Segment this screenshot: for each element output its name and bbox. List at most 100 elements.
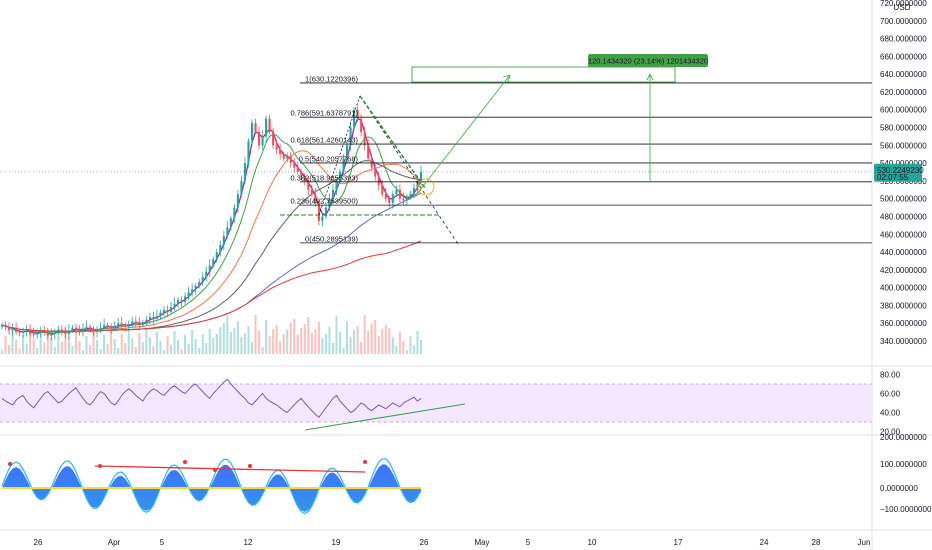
volume-bar [374, 320, 377, 354]
volume-bar [226, 316, 229, 354]
projection-arrowhead [502, 74, 511, 83]
price-tick-label: 380.0000000 [880, 301, 927, 310]
candle-body [92, 329, 95, 333]
volume-bar [412, 345, 416, 354]
price-tick-label: 720.0000000 [880, 0, 927, 8]
volume-bar [60, 342, 63, 354]
candle-body [342, 158, 345, 172]
volume-bar [162, 350, 166, 354]
candle-body [310, 189, 313, 195]
rsi-tick-label: 40.00 [880, 409, 901, 418]
volume-bar [36, 348, 39, 354]
candle-body [314, 194, 317, 204]
candle-body [32, 333, 35, 335]
date-tick-label: 5 [160, 538, 165, 547]
volume-bar [419, 340, 423, 354]
osc-tick-label: 0.0000000 [880, 484, 918, 493]
ma-fast [1, 117, 422, 335]
candle-body [356, 109, 359, 119]
price-tick-label: 460.0000000 [880, 230, 927, 239]
candle-body [289, 155, 292, 164]
candle-body [67, 330, 70, 334]
volume-bar [402, 341, 405, 354]
volume-bar [117, 348, 120, 354]
volume-bar [360, 342, 363, 354]
candle-body [99, 327, 102, 331]
volume-bar [346, 321, 349, 354]
projection-arrow [419, 74, 511, 191]
volume-bar [4, 336, 7, 354]
candle-body [145, 319, 148, 323]
price-tick-label: 400.0000000 [880, 284, 927, 293]
candle-body [169, 307, 173, 312]
fib-retracement[interactable]: 1(630.1220396) 0.786(591.6378791) 0.618(56… [290, 74, 872, 243]
date-tick-label: 12 [244, 538, 253, 547]
candle-body [331, 189, 335, 199]
candle-body [43, 330, 46, 333]
volume-bar [272, 329, 275, 354]
date-tick-label: 19 [332, 538, 341, 547]
candle-body [303, 176, 306, 181]
candle-body [166, 309, 169, 312]
candle-body [243, 163, 246, 181]
volume-bar [141, 342, 144, 354]
volume-bar [43, 343, 46, 354]
osc-tick-label: −100.0000000 [880, 505, 932, 514]
volume-bar [22, 335, 25, 354]
volume-bar [303, 324, 306, 354]
price-tick-label: 500.0000000 [880, 195, 927, 204]
volume-bar [240, 337, 243, 354]
candle-body [398, 189, 401, 199]
volume-bar [0, 350, 4, 354]
candle-body [74, 327, 77, 330]
candle-body [215, 252, 218, 260]
candle-body [229, 218, 232, 228]
target-zone [411, 66, 676, 83]
price-tick-label: 540.0000000 [880, 159, 927, 168]
volume-bar [296, 335, 299, 354]
candle-body [184, 296, 187, 302]
oscillator-dot [213, 468, 217, 472]
candle-body [155, 316, 158, 319]
rsi-panel [1, 378, 466, 431]
volume-bar [131, 338, 134, 354]
currency-label: USD [894, 3, 911, 12]
volume-bar [29, 330, 32, 354]
volume-bar [342, 348, 345, 354]
volume-bar [212, 338, 215, 354]
volume-bar [134, 347, 137, 354]
candle-body [60, 329, 63, 333]
price-tick-label: 580.0000000 [880, 124, 927, 133]
candle-body [106, 324, 109, 327]
candlesticks [0, 106, 423, 341]
countdown-label: 02:07:55 [877, 173, 909, 182]
rsi-tick-label: 20.00 [880, 428, 901, 437]
date-tick-label: 24 [760, 538, 769, 547]
volume-bar [324, 334, 327, 354]
volume-bar [377, 336, 380, 354]
oscillator-dot [248, 464, 252, 468]
candle-body [7, 326, 11, 331]
drawings[interactable]: 120.1434320 (23.14%) 1201434320 [0, 54, 872, 245]
date-tick-label: 28 [812, 538, 821, 547]
candle-body [124, 324, 127, 327]
candle-body [335, 180, 338, 190]
candle-body [257, 131, 261, 146]
candle-body [53, 331, 56, 334]
volume-bar [388, 328, 391, 354]
triangle-left-edge [317, 95, 361, 219]
volume-bar [300, 328, 303, 354]
volume-bar [74, 332, 77, 354]
volume-bar [152, 346, 155, 354]
price-tick-label: 640.0000000 [880, 70, 927, 79]
fib-level-label: 0.786(591.6378791) [290, 109, 358, 118]
candle-body [265, 118, 268, 137]
volume-bar [331, 343, 335, 354]
fib-level-label: 0(450.2895139) [305, 234, 358, 243]
candle-body [162, 309, 166, 313]
candle-body [346, 145, 349, 159]
volume-bar [85, 336, 88, 354]
rsi-tick-label: 60.00 [880, 390, 901, 399]
candle-body [360, 118, 363, 132]
